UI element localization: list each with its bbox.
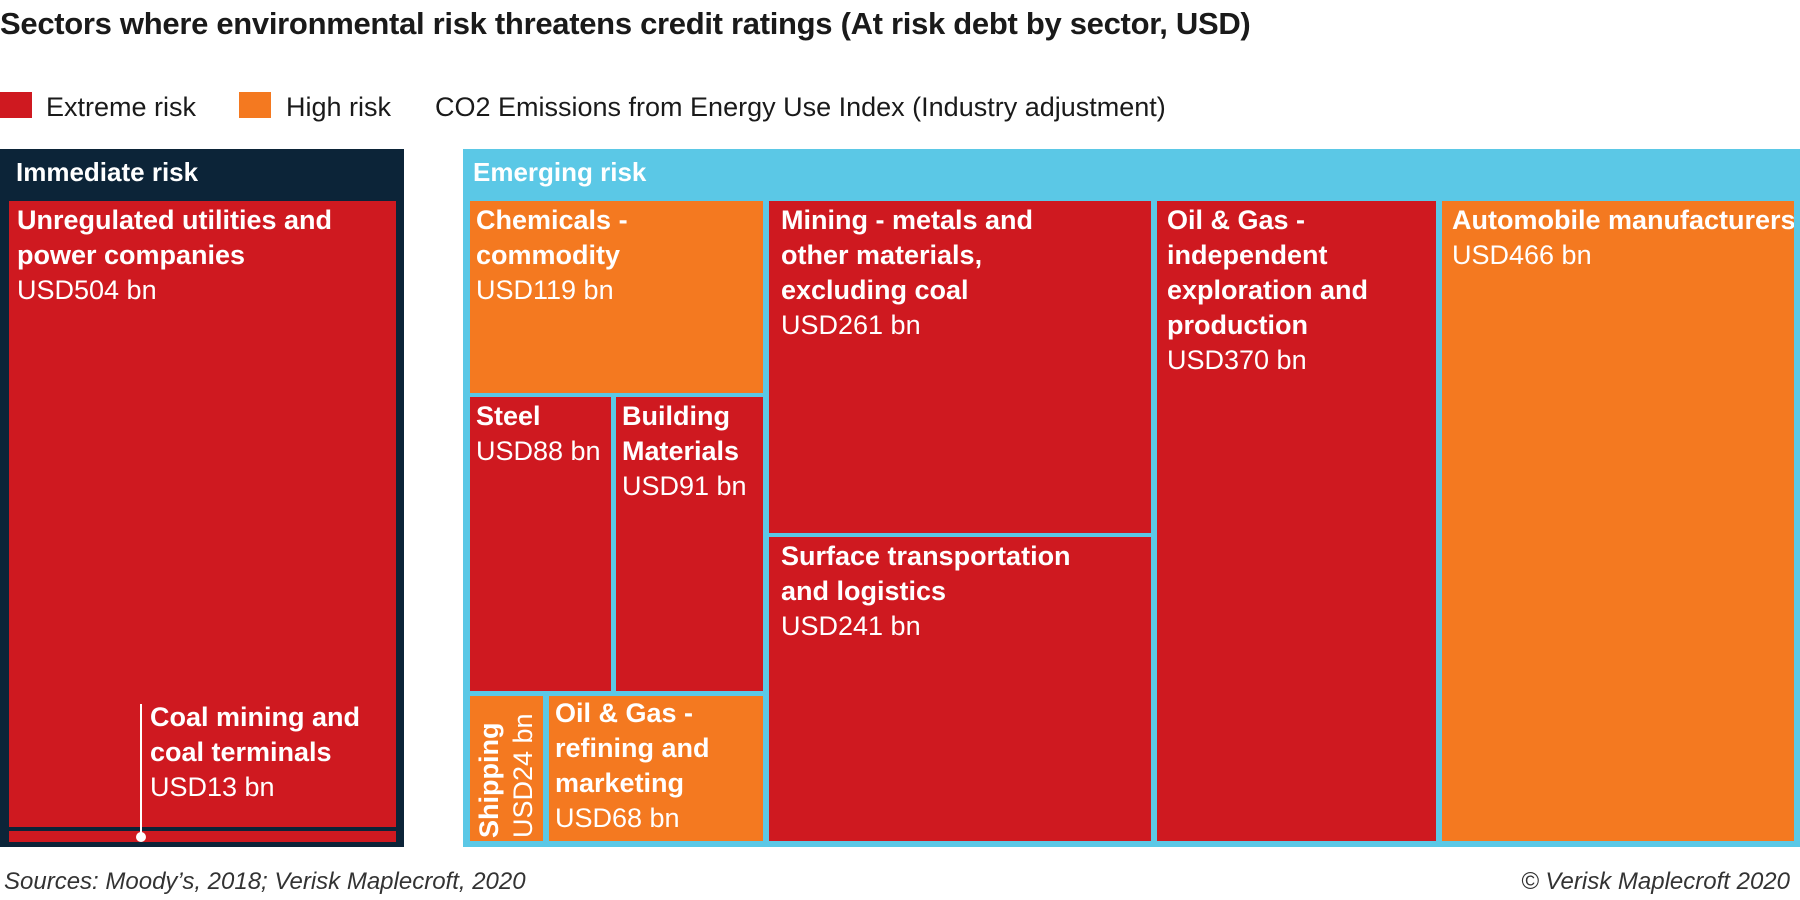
cell-automobile-manufacturers[interactable]: Automobile manufacturers USD466 bn <box>1442 201 1794 841</box>
callout-dot <box>136 832 146 842</box>
cell-value: USD24 bn <box>508 713 538 838</box>
coal-label-name: Coal mining and coal terminals <box>150 702 361 767</box>
cell-value: USD241 bn <box>781 611 921 641</box>
cell-value: USD261 bn <box>781 310 921 340</box>
cell-steel[interactable]: Steel USD88 bn <box>470 397 611 691</box>
cell-oil-gas-refining[interactable]: Oil & Gas - refining and marketing USD68 … <box>549 696 763 841</box>
cell-value: USD88 bn <box>476 436 601 466</box>
legend-label-index: CO2 Emissions from Energy Use Index (Ind… <box>435 92 1166 122</box>
copyright: © Verisk Maplecroft 2020 <box>1521 868 1790 895</box>
cell-surface-transportation[interactable]: Surface transportation and logistics USD2… <box>769 537 1151 841</box>
cell-value: USD504 bn <box>17 275 157 305</box>
cell-value: USD68 bn <box>555 803 680 833</box>
callout-line <box>140 704 142 836</box>
cell-value: USD466 bn <box>1452 240 1592 270</box>
cell-name: Shipping <box>474 722 504 838</box>
cell-value: USD119 bn <box>476 275 614 305</box>
cell-mining-metals[interactable]: Mining - metals and other materials, exc… <box>769 201 1151 533</box>
legend-label-high: High risk <box>286 92 392 122</box>
coal-label-value: USD13 bn <box>150 772 275 802</box>
cell-name: Mining - metals and other materials, exc… <box>781 205 1034 305</box>
cell-chemicals[interactable]: Chemicals - commodity USD119 bn <box>470 201 763 393</box>
cell-value: USD91 bn <box>622 471 747 501</box>
cell-name: Building Materials <box>622 401 740 466</box>
cell-name: Automobile manufacturers <box>1452 205 1794 235</box>
group-label: Immediate risk <box>16 157 199 187</box>
cell-building-materials[interactable]: Building Materials USD91 bn <box>616 397 763 691</box>
cell-name: Unregulated utilities and power companie… <box>17 205 333 270</box>
cell-name: Oil & Gas - independent exploration and … <box>1167 205 1369 340</box>
cell-name: Chemicals - commodity <box>476 205 628 270</box>
cell-name: Oil & Gas - refining and marketing <box>555 698 710 798</box>
cell-coal-mining[interactable] <box>9 831 396 842</box>
cell-unregulated-utilities[interactable]: Unregulated utilities and power companie… <box>9 201 396 827</box>
chart-title: Sectors where environmental risk threate… <box>0 6 1251 41</box>
legend-swatch-extreme <box>0 92 32 118</box>
group-label: Emerging risk <box>473 157 647 187</box>
cell-oil-gas-exploration[interactable]: Oil & Gas - independent exploration and … <box>1157 201 1436 841</box>
legend-label-extreme: Extreme risk <box>46 92 197 122</box>
cell-name: Surface transportation and logistics <box>781 541 1071 606</box>
cell-value: USD370 bn <box>1167 345 1307 375</box>
cell-shipping[interactable]: Shipping USD24 bn <box>470 696 543 841</box>
source-note: Sources: Moody’s, 2018; Verisk Maplecrof… <box>4 868 526 895</box>
cell-name: Steel <box>476 401 541 431</box>
legend-swatch-high <box>239 92 271 118</box>
